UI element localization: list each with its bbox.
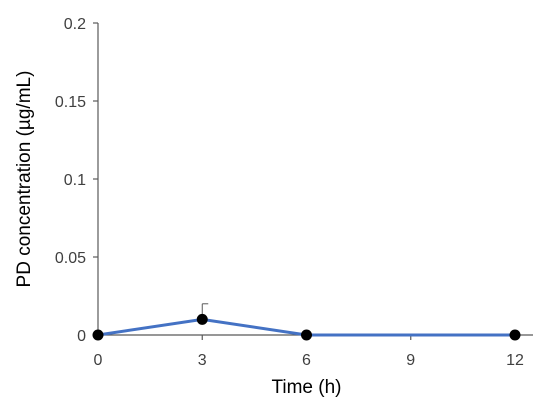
y-tick-label: 0.2 — [64, 16, 86, 33]
y-axis-ticks: 0 0.05 0.1 0.15 0.2 — [55, 16, 98, 345]
data-point — [92, 329, 104, 341]
y-tick-label: 0.15 — [55, 94, 86, 111]
x-tick-label: 9 — [406, 352, 415, 369]
y-tick-label: 0.05 — [55, 250, 86, 267]
x-tick-label: 0 — [94, 352, 103, 369]
data-point — [301, 329, 312, 341]
y-tick-label: 0 — [77, 328, 86, 345]
series-layer — [92, 303, 521, 341]
axes — [97, 23, 533, 336]
series-line — [97, 317, 515, 337]
data-point — [196, 313, 208, 325]
x-tick-label: 6 — [302, 352, 311, 369]
data-point — [509, 329, 521, 341]
x-tick-label: 3 — [198, 352, 207, 369]
x-axis-ticks: 0 3 6 9 12 — [94, 335, 524, 369]
y-tick-label: 0.1 — [64, 172, 86, 189]
y-axis-title: PD concentration (µg/mL) — [14, 71, 35, 288]
x-axis-title: Time (h) — [271, 377, 341, 398]
x-tick-label: 12 — [506, 352, 524, 369]
